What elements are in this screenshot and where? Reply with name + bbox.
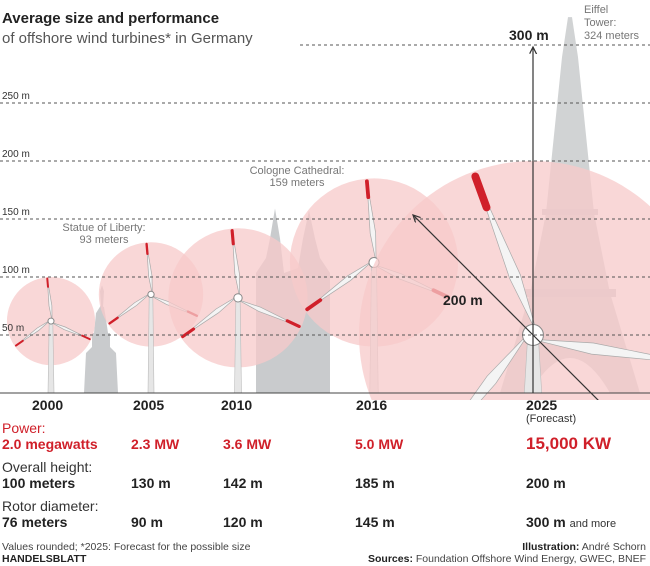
landmark-label-cologne-cathedral: Cologne Cathedral: 159 meters [238,165,356,189]
height-2025: 200 m [526,475,566,491]
chart-canvas: 50 m 100 m 150 m 200 m 250 m 300 m 200 m [0,17,650,400]
hub [233,293,243,303]
hub [147,290,155,299]
chart-title: Average size and performance [2,10,220,27]
power-2016: 5.0 MW [355,436,404,452]
landmark-label-eiffel-tower: Eiffel Tower: 324 meters [584,4,640,42]
tower [234,297,242,394]
power-2005: 2.3 MW [131,436,180,452]
blade-tip [46,277,50,288]
blade-tip [108,316,119,325]
footer-brand: HANDELSBLATT [2,553,87,565]
y-tick-label: 50 m [2,323,24,334]
blade-tip [14,339,24,347]
illustration-value: André Schorn [581,541,646,553]
rotor-arrow-b [532,334,599,400]
rotor-row-label: Rotor diameter: [2,498,99,514]
landmark-height: 159 meters [269,177,325,189]
height-2016: 185 m [355,475,395,491]
height-marker-label: 300 m [509,27,549,43]
blade-tip [285,319,301,328]
chart-subtitle: of offshore wind turbines* in Germany [2,30,253,47]
footer-illustration: Illustration: André Schorn [522,541,646,553]
landmark-name: Statue of Liberty: [62,222,146,234]
rotor-2010: 120 m [223,514,263,530]
blade-tip [81,334,91,341]
rotor-disc [359,161,650,400]
grid-lines: 50 m 100 m 150 m 200 m 250 m [0,44,650,394]
year-2016: 2016 [356,397,388,413]
tower [47,320,55,394]
hub [47,317,55,325]
landmark-name: Cologne Cathedral: [249,165,345,177]
rotor-arrow-a [413,215,534,336]
rotor-marker-label: 200 m [443,292,483,308]
rotor-2025: 300 m and more [526,514,616,530]
y-tick-label: 150 m [2,207,30,218]
height-row-label: Overall height: [2,459,93,475]
sources-label: Sources: [368,553,413,565]
blade-tip [471,172,491,212]
year-2005: 2005 [133,397,165,413]
power-2000: 2.0 megawatts [2,436,98,452]
power-2025: 15,000 KW [526,434,612,453]
rotor-2000: 76 meters [2,514,68,530]
rotor-2025-suffix: and more [569,518,617,530]
year-2010: 2010 [221,397,253,413]
year-2025: 2025 [526,397,558,413]
sources-value: Foundation Offshore Wind Energy, GWEC, B… [415,553,646,565]
landmark-height: 93 meters [79,234,129,246]
y-tick-label: 200 m [2,149,30,160]
footer-sources: Sources: Foundation Offshore Wind Energy… [368,553,646,565]
year-2000: 2000 [32,397,64,413]
blade-tip [230,229,235,246]
landmark-height: 324 meters [584,30,640,42]
rotor-2005: 90 m [131,514,163,530]
turbine-2010 [168,228,308,394]
power-2010: 3.6 MW [223,436,272,452]
blade [532,338,650,361]
blade-tip [305,298,323,312]
blade-tip [364,179,371,200]
blade-tip [145,242,149,256]
y-tick-label: 100 m [2,265,30,276]
height-2010: 142 m [223,475,263,491]
height-2005: 130 m [131,475,171,491]
landmark-label-statue-of-liberty: Statue of Liberty: 93 meters [54,222,154,246]
annotations: 300 m 200 m [413,27,599,400]
footer-note: Values rounded; *2025: Forecast for the … [2,541,251,553]
turbine-2025 [359,161,650,400]
illustration-label: Illustration: [522,541,580,553]
blade [469,331,530,400]
tower [147,294,155,394]
rotor-2016: 145 m [355,514,395,530]
blade-tip [181,327,196,339]
rotor-2025-value: 300 m [526,514,566,530]
year-2025-note: (Forecast) [526,413,577,425]
power-row-label: Power: [2,420,46,436]
y-tick-label: 250 m [2,91,30,102]
height-2000: 100 meters [2,475,76,491]
